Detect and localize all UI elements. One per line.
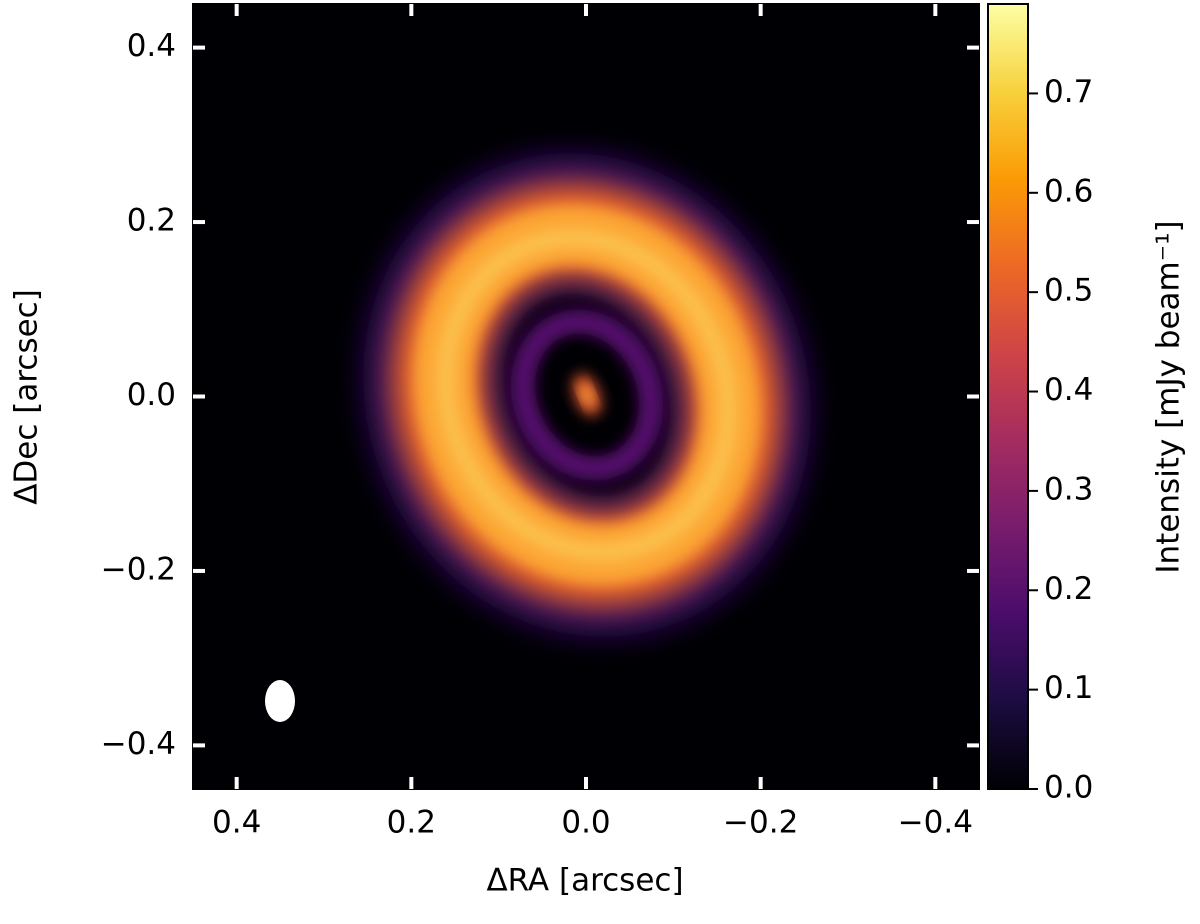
colorbar-tick-label: 0.5 [1044,273,1093,309]
y-tick-label: −0.2 [101,551,176,587]
y-tick-label: 0.0 [127,377,176,413]
colorbar [987,3,1029,790]
colorbar-label: Intensity [mJy beam⁻¹] [1151,220,1187,573]
x-tick-label: −0.4 [898,805,973,841]
colorbar-tick-label: 0.7 [1044,74,1093,110]
colorbar-tick-label: 0.0 [1044,770,1093,806]
colorbar-tick-label: 0.3 [1044,471,1093,507]
colorbar-tick-label: 0.2 [1044,571,1093,607]
x-tick-label: 0.2 [387,805,436,841]
beam [265,680,295,722]
colorbar-tick-label: 0.6 [1044,173,1093,209]
x-tick-label: 0.0 [561,805,610,841]
y-tick-label: −0.4 [101,726,176,762]
x-axis-label: ΔRA [arcsec] [486,863,683,899]
x-tick-label: 0.4 [212,805,261,841]
y-tick-label: 0.2 [127,203,176,239]
colorbar-tick-label: 0.1 [1044,670,1093,706]
x-tick-label: −0.2 [723,805,798,841]
y-tick-label: 0.4 [127,28,176,64]
image [193,4,979,789]
colorbar-tick-label: 0.4 [1044,372,1093,408]
y-axis-label: ΔDec [arcsec] [9,289,45,505]
